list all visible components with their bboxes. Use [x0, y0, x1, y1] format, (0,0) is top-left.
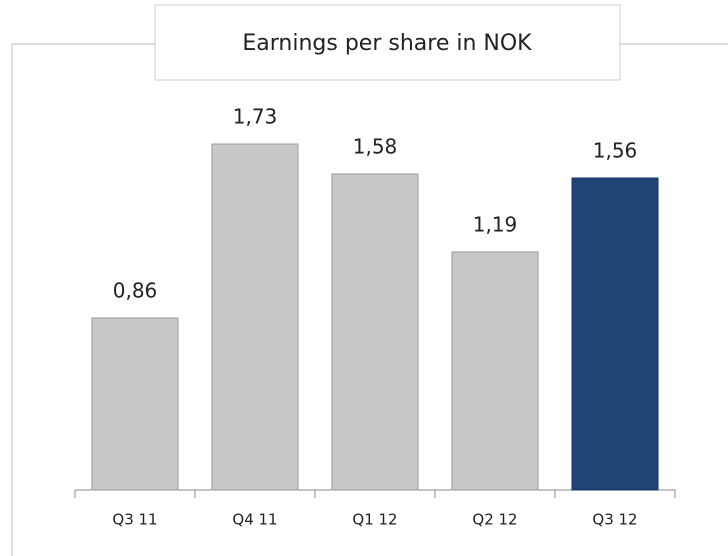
data-label: 1,58: [353, 135, 398, 159]
title-box: [154, 4, 621, 81]
bar: [331, 173, 419, 491]
x-tick-label: Q4 11: [232, 511, 277, 529]
x-tick-label: Q3 12: [592, 511, 637, 529]
bar: [91, 317, 179, 491]
data-label: 1,73: [233, 105, 278, 129]
data-label: 1,56: [593, 139, 638, 163]
x-tick-label: Q3 11: [112, 511, 157, 529]
data-label: 1,19: [473, 213, 518, 237]
x-tick-label: Q2 12: [472, 511, 517, 529]
bar: [451, 251, 539, 491]
x-tick-label: Q1 12: [352, 511, 397, 529]
chart-title: Earnings per share in NOK: [242, 31, 532, 56]
data-label: 0,86: [113, 279, 158, 303]
bar: [211, 143, 299, 491]
bar: [571, 177, 659, 491]
